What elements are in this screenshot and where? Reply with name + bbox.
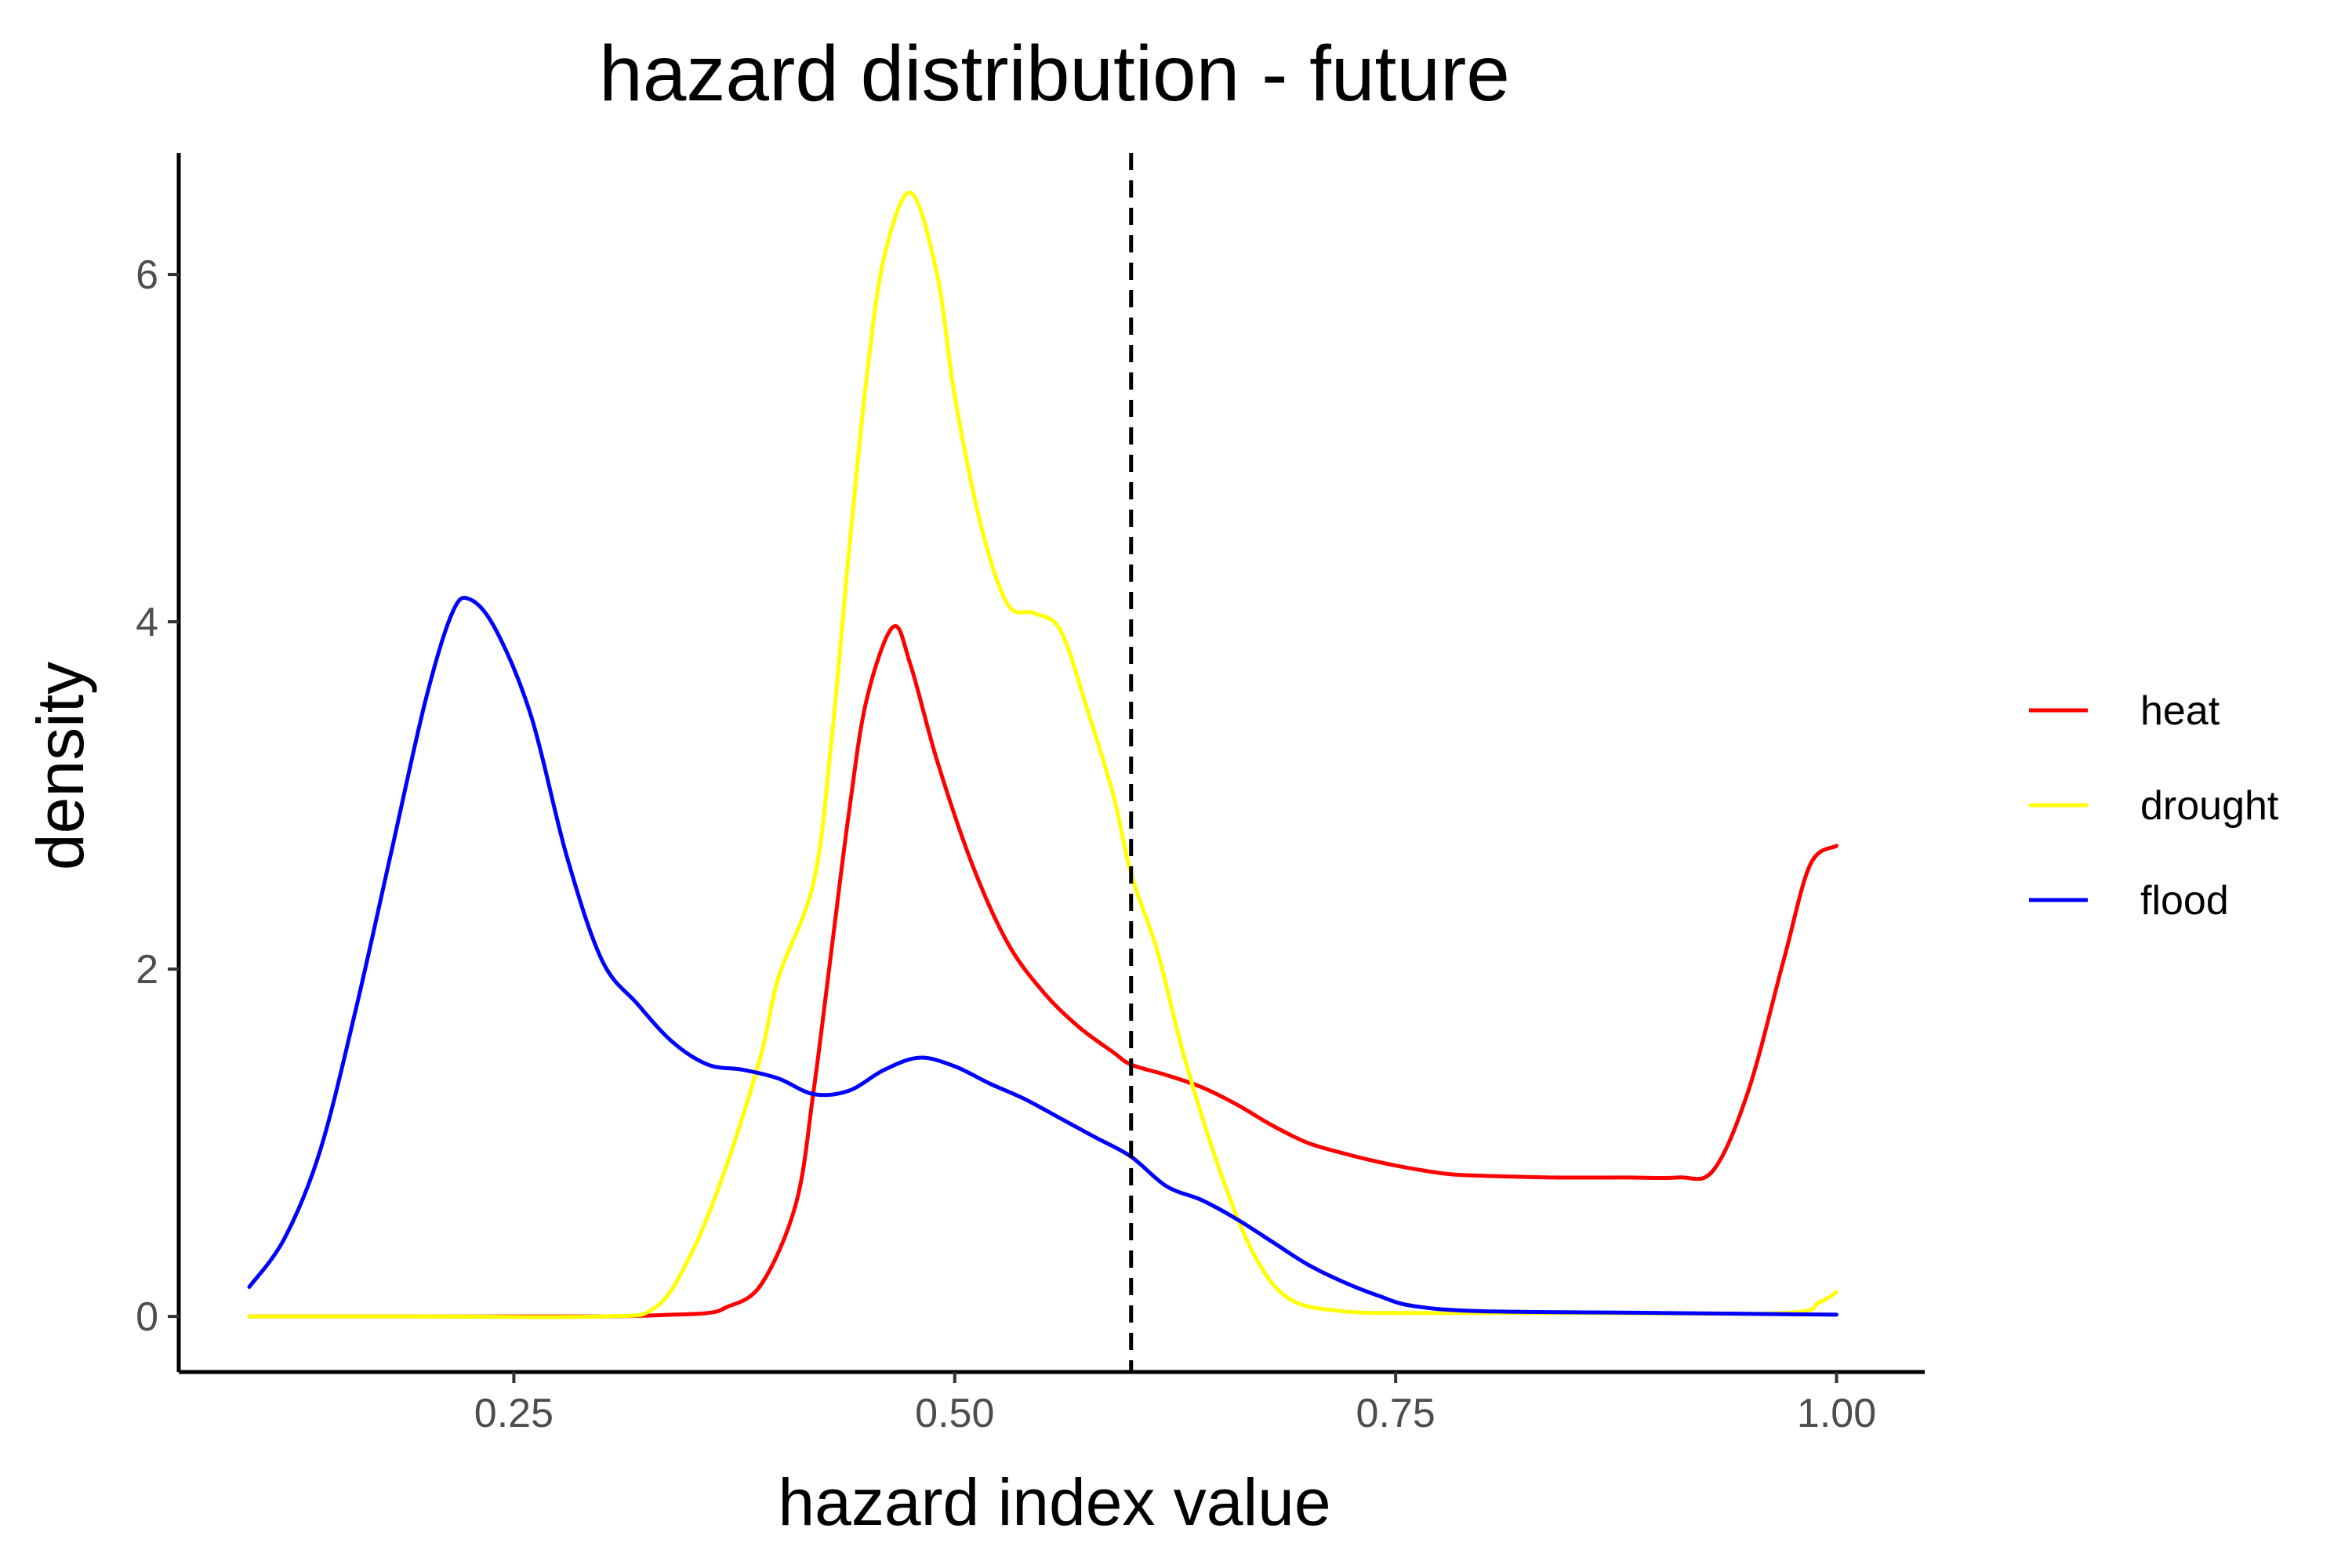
series-line-drought	[247, 191, 1838, 1319]
y-axis-title: density	[24, 662, 97, 870]
x-axis-title: hazard index value	[778, 1465, 1330, 1539]
legend-label-heat: heat	[2140, 688, 2220, 734]
series-line-heat	[247, 623, 1838, 1319]
x-tick-label: 1.00	[1797, 1391, 1876, 1436]
legend-item-drought: drought	[2029, 783, 2279, 829]
legend-label-drought: drought	[2140, 783, 2279, 829]
plot-area: 0.25 0.50 0.75 1.00 0 2 4 6	[136, 153, 1925, 1436]
legend-item-heat: heat	[2029, 688, 2220, 734]
y-tick-label: 2	[136, 947, 158, 993]
y-tick-label: 6	[136, 252, 158, 298]
x-tick-label: 0.25	[474, 1391, 554, 1436]
y-tick-label: 4	[136, 600, 158, 645]
legend-label-flood: flood	[2140, 878, 2229, 924]
legend: heat drought flood	[2029, 688, 2279, 924]
x-tick-label: 0.75	[1356, 1391, 1436, 1436]
chart-title: hazard distribution - future	[599, 30, 1510, 118]
series-line-flood	[247, 595, 1838, 1317]
x-tick-label: 0.50	[915, 1391, 994, 1436]
y-tick-label: 0	[136, 1294, 158, 1340]
legend-item-flood: flood	[2029, 878, 2229, 924]
